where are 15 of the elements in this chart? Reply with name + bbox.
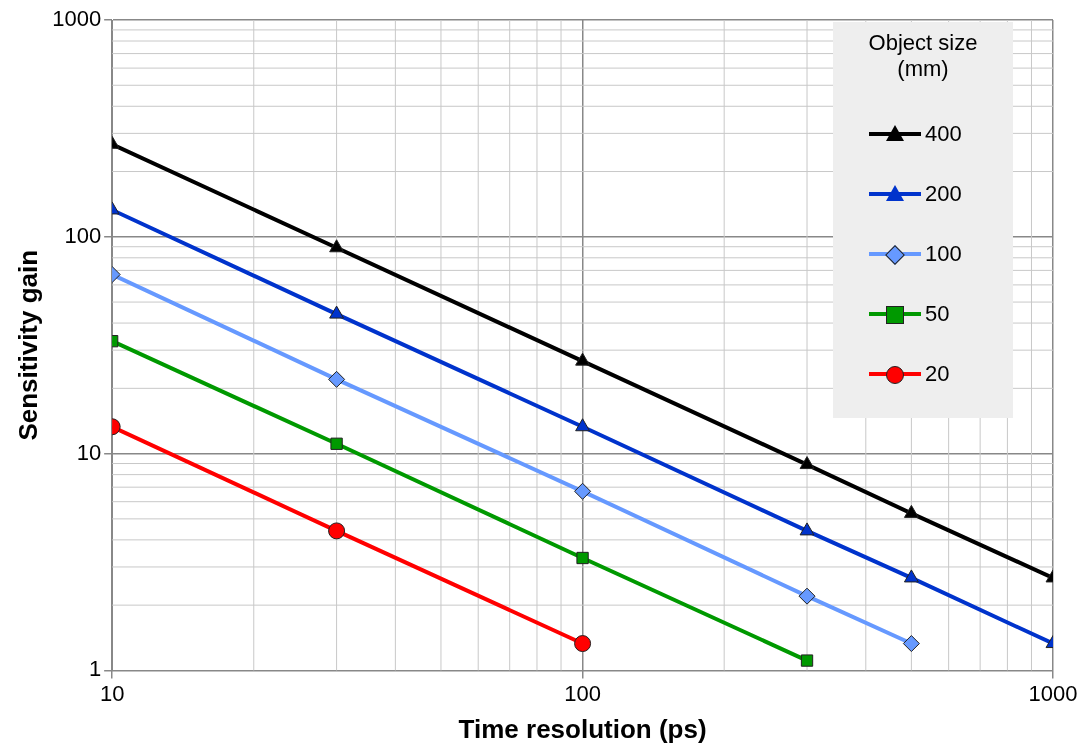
x-tick-label: 1000 [1028, 680, 1078, 706]
y-tick-label: 1 [88, 656, 102, 682]
y-tick-label: 10 [76, 439, 102, 465]
legend-label: 50 [925, 301, 950, 327]
x-axis-title: Time resolution (ps) [458, 713, 707, 744]
legend-label: 400 [925, 121, 962, 147]
legend-label: 100 [925, 241, 962, 267]
y-axis-title: Sensitivity gain [12, 249, 43, 441]
y-tick-label: 1000 [52, 6, 102, 32]
y-tick-label: 100 [64, 222, 102, 248]
x-tick-label: 100 [564, 680, 601, 706]
legend-label: 20 [925, 361, 950, 387]
x-tick-label: 10 [99, 680, 125, 706]
legend-label: 200 [925, 181, 962, 207]
legend-title: Object size (mm) [867, 30, 979, 82]
